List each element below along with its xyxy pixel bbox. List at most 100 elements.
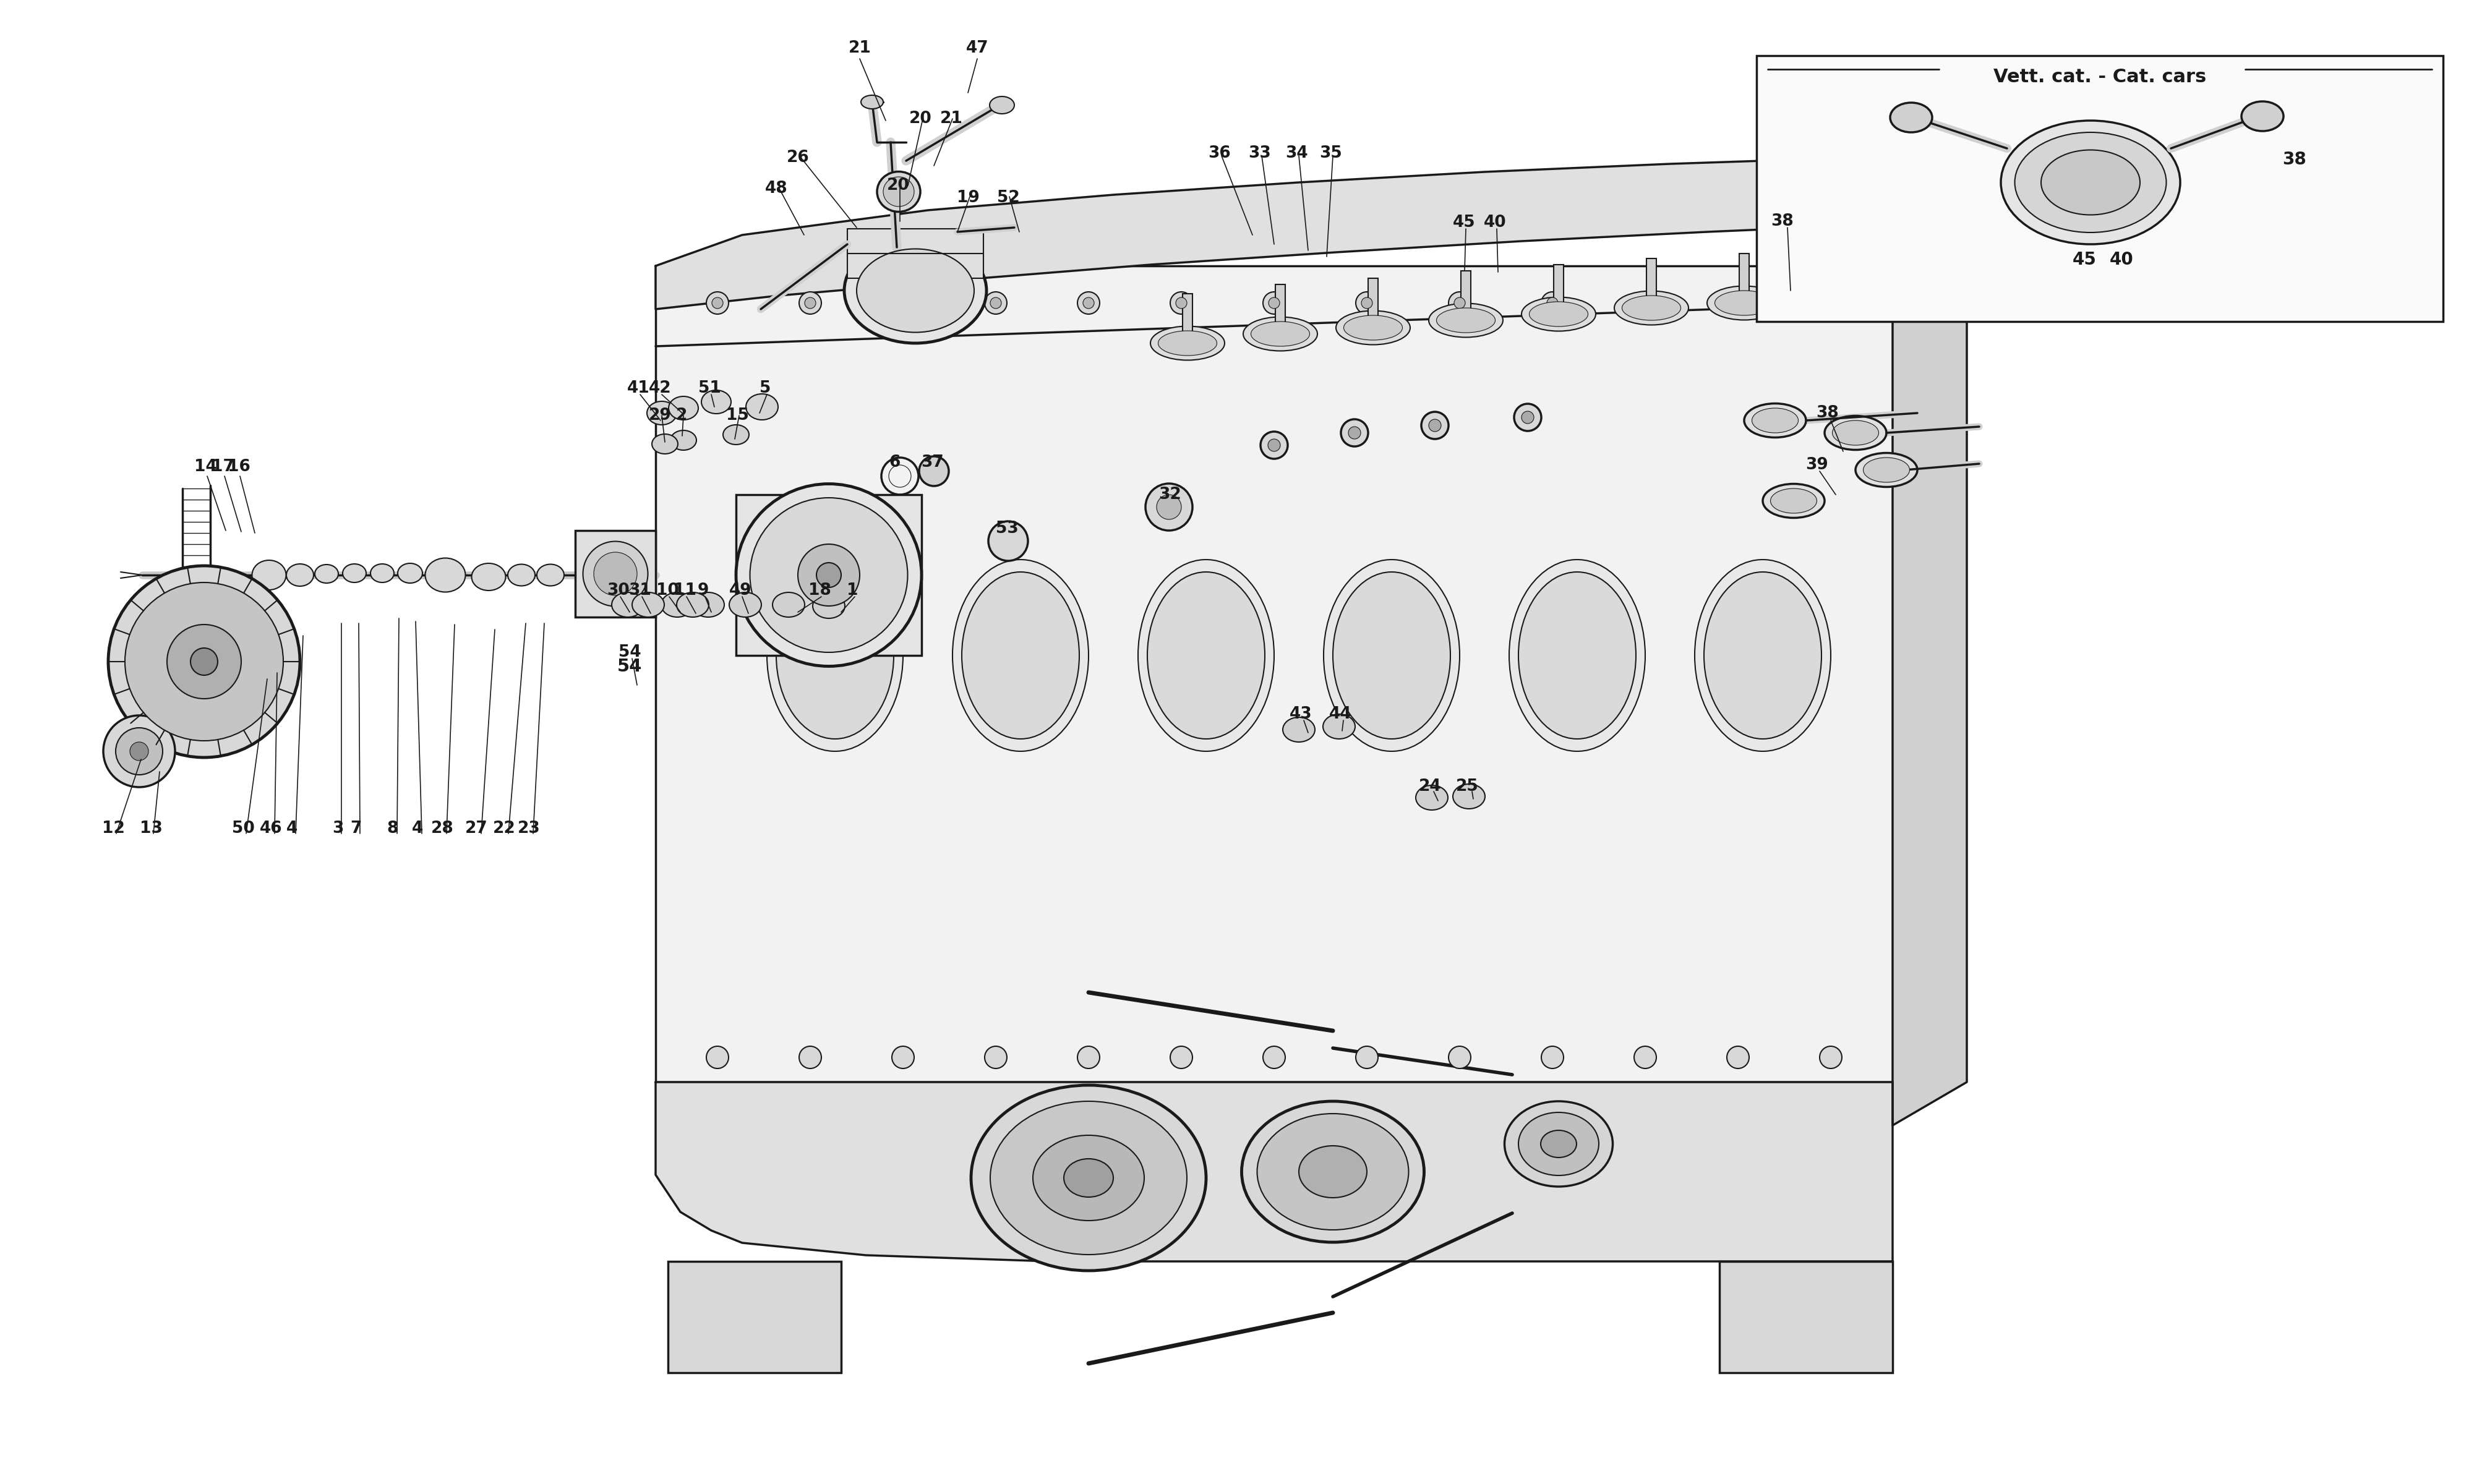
Ellipse shape	[737, 484, 920, 666]
Ellipse shape	[1034, 1135, 1143, 1220]
Text: 7: 7	[349, 821, 361, 837]
Ellipse shape	[990, 1101, 1188, 1254]
Circle shape	[1727, 1046, 1749, 1068]
Ellipse shape	[1242, 1101, 1425, 1242]
Text: 28: 28	[430, 821, 453, 837]
Ellipse shape	[1324, 714, 1356, 739]
Circle shape	[129, 742, 148, 760]
Text: 41: 41	[626, 380, 651, 396]
Circle shape	[891, 1046, 915, 1068]
Ellipse shape	[750, 497, 908, 653]
Text: 10: 10	[656, 582, 678, 598]
Text: 32: 32	[1158, 487, 1183, 503]
Ellipse shape	[1148, 571, 1264, 739]
Ellipse shape	[1705, 571, 1821, 739]
Text: 11: 11	[673, 582, 695, 598]
Ellipse shape	[1707, 286, 1781, 321]
Ellipse shape	[398, 564, 423, 583]
Circle shape	[1175, 297, 1188, 309]
Ellipse shape	[1826, 416, 1888, 450]
Ellipse shape	[772, 592, 804, 617]
Circle shape	[1541, 1046, 1564, 1068]
Text: 29: 29	[648, 408, 670, 423]
Ellipse shape	[1430, 303, 1504, 337]
Ellipse shape	[1138, 559, 1274, 751]
Ellipse shape	[747, 393, 777, 420]
Circle shape	[1170, 1046, 1192, 1068]
Text: 50: 50	[233, 821, 255, 837]
Text: 43: 43	[1289, 706, 1311, 723]
Ellipse shape	[962, 571, 1079, 739]
Circle shape	[190, 649, 218, 675]
Ellipse shape	[856, 249, 975, 332]
Ellipse shape	[2041, 150, 2140, 215]
Text: 37: 37	[920, 454, 945, 470]
Ellipse shape	[1833, 420, 1878, 445]
Circle shape	[1158, 494, 1183, 519]
Ellipse shape	[1623, 295, 1680, 321]
Circle shape	[1522, 411, 1534, 423]
Ellipse shape	[1519, 1113, 1598, 1175]
Circle shape	[1455, 297, 1465, 309]
Circle shape	[1356, 292, 1378, 315]
Text: 40: 40	[2110, 251, 2133, 269]
Ellipse shape	[990, 96, 1014, 114]
Circle shape	[985, 1046, 1007, 1068]
Ellipse shape	[1519, 571, 1635, 739]
Ellipse shape	[1613, 291, 1687, 325]
Ellipse shape	[653, 433, 678, 454]
Text: 40: 40	[1484, 215, 1507, 230]
Text: 26: 26	[787, 150, 809, 166]
Ellipse shape	[1437, 307, 1494, 332]
Text: 15: 15	[725, 408, 750, 423]
Circle shape	[124, 582, 282, 741]
Bar	[574, 530, 656, 617]
Ellipse shape	[633, 592, 663, 617]
Circle shape	[985, 292, 1007, 315]
Circle shape	[1264, 292, 1286, 315]
Ellipse shape	[1509, 559, 1645, 751]
Ellipse shape	[426, 558, 465, 592]
Ellipse shape	[1244, 318, 1316, 350]
Bar	[668, 1261, 841, 1373]
Text: 18: 18	[809, 582, 831, 598]
Ellipse shape	[861, 95, 883, 108]
Ellipse shape	[314, 564, 339, 583]
Ellipse shape	[703, 390, 732, 414]
Circle shape	[1145, 484, 1192, 530]
Bar	[1739, 254, 1749, 303]
Text: 44: 44	[1329, 706, 1351, 723]
Circle shape	[1267, 439, 1282, 451]
Bar	[1648, 258, 1658, 307]
Ellipse shape	[811, 594, 846, 619]
Ellipse shape	[722, 424, 750, 445]
Circle shape	[1356, 1046, 1378, 1068]
Circle shape	[990, 521, 1029, 561]
Ellipse shape	[2241, 101, 2284, 131]
Ellipse shape	[730, 592, 762, 617]
Ellipse shape	[1257, 1113, 1408, 1230]
Ellipse shape	[287, 564, 314, 586]
Text: 3: 3	[332, 821, 344, 837]
Text: 21: 21	[940, 111, 962, 126]
Ellipse shape	[1336, 310, 1410, 344]
Circle shape	[1450, 1046, 1470, 1068]
Text: 54: 54	[618, 644, 641, 660]
Polygon shape	[656, 154, 1967, 309]
Circle shape	[1514, 404, 1541, 430]
Text: 13: 13	[139, 821, 163, 837]
Ellipse shape	[661, 592, 693, 617]
Ellipse shape	[816, 562, 841, 588]
Text: 49: 49	[730, 582, 752, 598]
Bar	[737, 494, 920, 656]
Ellipse shape	[1541, 1131, 1576, 1158]
Circle shape	[799, 1046, 821, 1068]
Text: 6: 6	[888, 454, 901, 470]
Bar	[1554, 264, 1564, 315]
Ellipse shape	[1863, 457, 1910, 482]
Circle shape	[168, 625, 242, 699]
Ellipse shape	[1695, 559, 1831, 751]
Circle shape	[1341, 418, 1368, 447]
Ellipse shape	[678, 592, 710, 617]
Text: 42: 42	[648, 380, 670, 396]
